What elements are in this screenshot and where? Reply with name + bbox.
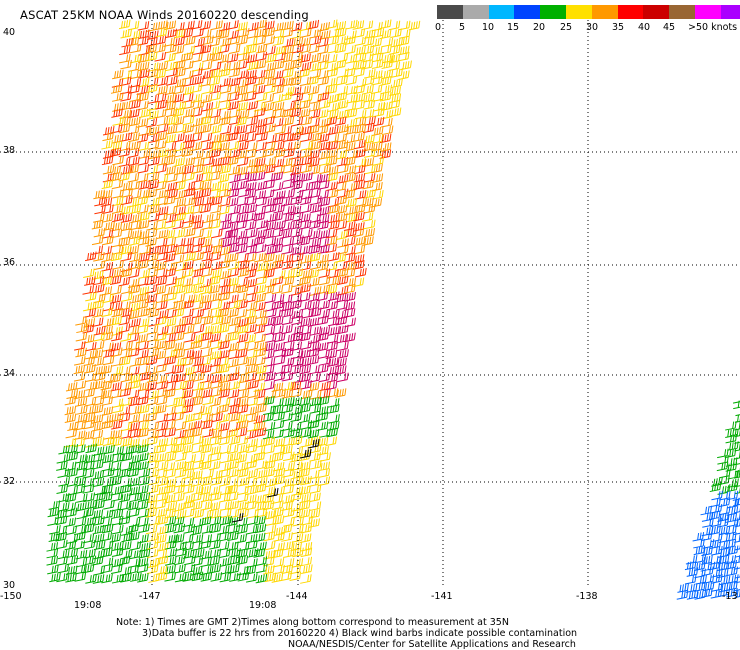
pass-time-left: 19:08 (74, 600, 102, 611)
scale-swatch (462, 5, 489, 19)
lat-label-30: 30 (3, 580, 16, 591)
lat-label-36: 36 (3, 257, 16, 268)
lon-label--144: -144 (286, 591, 308, 602)
lat-label-34: 34 (3, 368, 16, 379)
pass-time-right: 19:08 (249, 600, 277, 611)
scale-swatch (720, 5, 740, 19)
lon-label--147: -147 (139, 591, 161, 602)
note-line-3: NOAA/NESDIS/Center for Satellite Applica… (288, 639, 576, 650)
scale-label: 0 (435, 22, 442, 33)
scale-swatch (488, 5, 515, 19)
lat-label-38: 38 (3, 145, 16, 156)
scale-label: 15 (507, 22, 520, 33)
scale-swatch (514, 5, 541, 19)
scale-label: 30 (586, 22, 599, 33)
scale-swatch (694, 5, 721, 19)
wind-speed-scale-labels: 0 5 10 15 20 25 30 35 40 45 >50 knots (0, 22, 740, 34)
scale-swatch (565, 5, 592, 19)
scale-swatch (617, 5, 644, 19)
wind-barbs-layer (46, 19, 740, 600)
scale-swatch (540, 5, 566, 19)
lon-label--141: -141 (431, 591, 453, 602)
lon-label--150: -150 (0, 591, 22, 602)
scale-label: 40 (638, 22, 651, 33)
scale-label: 5 (459, 22, 466, 33)
lon-label--138: -138 (576, 591, 598, 602)
note-line-2: 3)Data buffer is 22 hrs from 20160220 4)… (142, 628, 578, 639)
scale-swatch (591, 5, 618, 19)
lon-label--135: -13 (722, 591, 738, 602)
scale-label: 20 (533, 22, 546, 33)
scale-label: >50 knots (688, 22, 738, 33)
note-line-1: Note: 1) Times are GMT 2)Times along bot… (116, 617, 509, 628)
scale-label: 25 (560, 22, 573, 33)
wind-speed-color-scale (437, 5, 740, 19)
scale-label: 45 (663, 22, 676, 33)
lat-label-32: 32 (3, 476, 16, 487)
lat-lon-grid (0, 20, 740, 588)
scale-swatch (437, 5, 463, 19)
scale-swatch (643, 5, 670, 19)
map-title: ASCAT 25KM NOAA Winds 20160220 descendin… (20, 8, 309, 22)
scale-label: 10 (482, 22, 495, 33)
scale-label: 35 (612, 22, 625, 33)
lat-label-40: 40 (3, 27, 16, 38)
scale-swatch (669, 5, 695, 19)
